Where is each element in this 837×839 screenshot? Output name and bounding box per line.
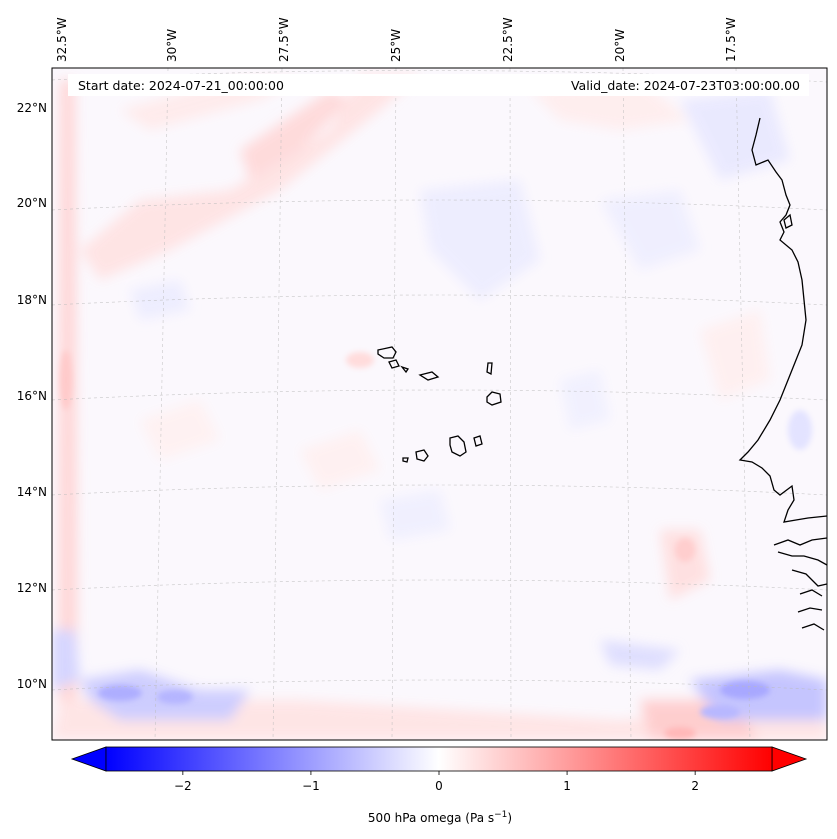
lon-label: 32.5°W xyxy=(55,17,69,62)
island xyxy=(449,435,467,457)
lon-label: 27.5°W xyxy=(277,17,291,62)
map-panel: Start date: 2024-07-21_00:00:00 Valid_da… xyxy=(51,67,828,741)
island xyxy=(402,457,409,463)
colorbar: −2 −1 0 1 2 500 hPa omega (Pa s−1) xyxy=(70,746,808,825)
lon-label: 17.5°W xyxy=(724,17,738,62)
colorbar-tick-label: −1 xyxy=(302,779,320,793)
gridlines xyxy=(52,68,827,740)
latitude-labels: 22°N 20°N 18°N 16°N 14°N 12°N 10°N xyxy=(17,101,47,691)
colorbar-ticks: −2 −1 0 1 2 xyxy=(174,771,699,793)
map-frame xyxy=(51,67,828,741)
lon-label: 30°W xyxy=(165,29,179,62)
omega-field xyxy=(52,68,827,740)
colorbar-extend-min xyxy=(70,746,107,772)
lat-label: 10°N xyxy=(17,677,47,691)
island xyxy=(400,365,410,374)
colorbar-tick-label: 0 xyxy=(435,779,443,793)
lat-label: 16°N xyxy=(17,389,47,403)
island xyxy=(377,346,397,359)
colorbar-tick-label: −2 xyxy=(174,779,192,793)
valid-date-label: Valid_date: 2024-07-23T03:00:00.00 xyxy=(571,78,800,93)
colorbar-tick-label: 2 xyxy=(691,779,699,793)
longitude-labels: 32.5°W 30°W 27.5°W 25°W 22.5°W 20°W 17.5… xyxy=(55,17,738,62)
lat-label: 20°N xyxy=(17,196,47,210)
island xyxy=(415,449,429,462)
island xyxy=(473,435,483,447)
lat-label: 12°N xyxy=(17,581,47,595)
start-date-label: Start date: 2024-07-21_00:00:00 xyxy=(78,78,284,93)
colorbar-gradient xyxy=(105,746,773,772)
coastlines xyxy=(377,117,827,631)
island xyxy=(486,391,502,406)
colorbar-tick-label: 1 xyxy=(563,779,571,793)
lon-label: 22.5°W xyxy=(501,17,515,62)
header-box xyxy=(68,74,809,96)
island xyxy=(388,359,400,369)
lon-label: 25°W xyxy=(389,29,403,62)
colorbar-title: 500 hPa omega (Pa s−1) xyxy=(368,810,512,825)
africa-coastline xyxy=(738,117,827,523)
island xyxy=(418,371,440,381)
lat-label: 14°N xyxy=(17,485,47,499)
lat-label: 18°N xyxy=(17,293,47,307)
lat-label: 22°N xyxy=(17,101,47,115)
island xyxy=(486,362,493,376)
lon-label: 20°W xyxy=(613,29,627,62)
colorbar-extend-max xyxy=(771,746,808,772)
